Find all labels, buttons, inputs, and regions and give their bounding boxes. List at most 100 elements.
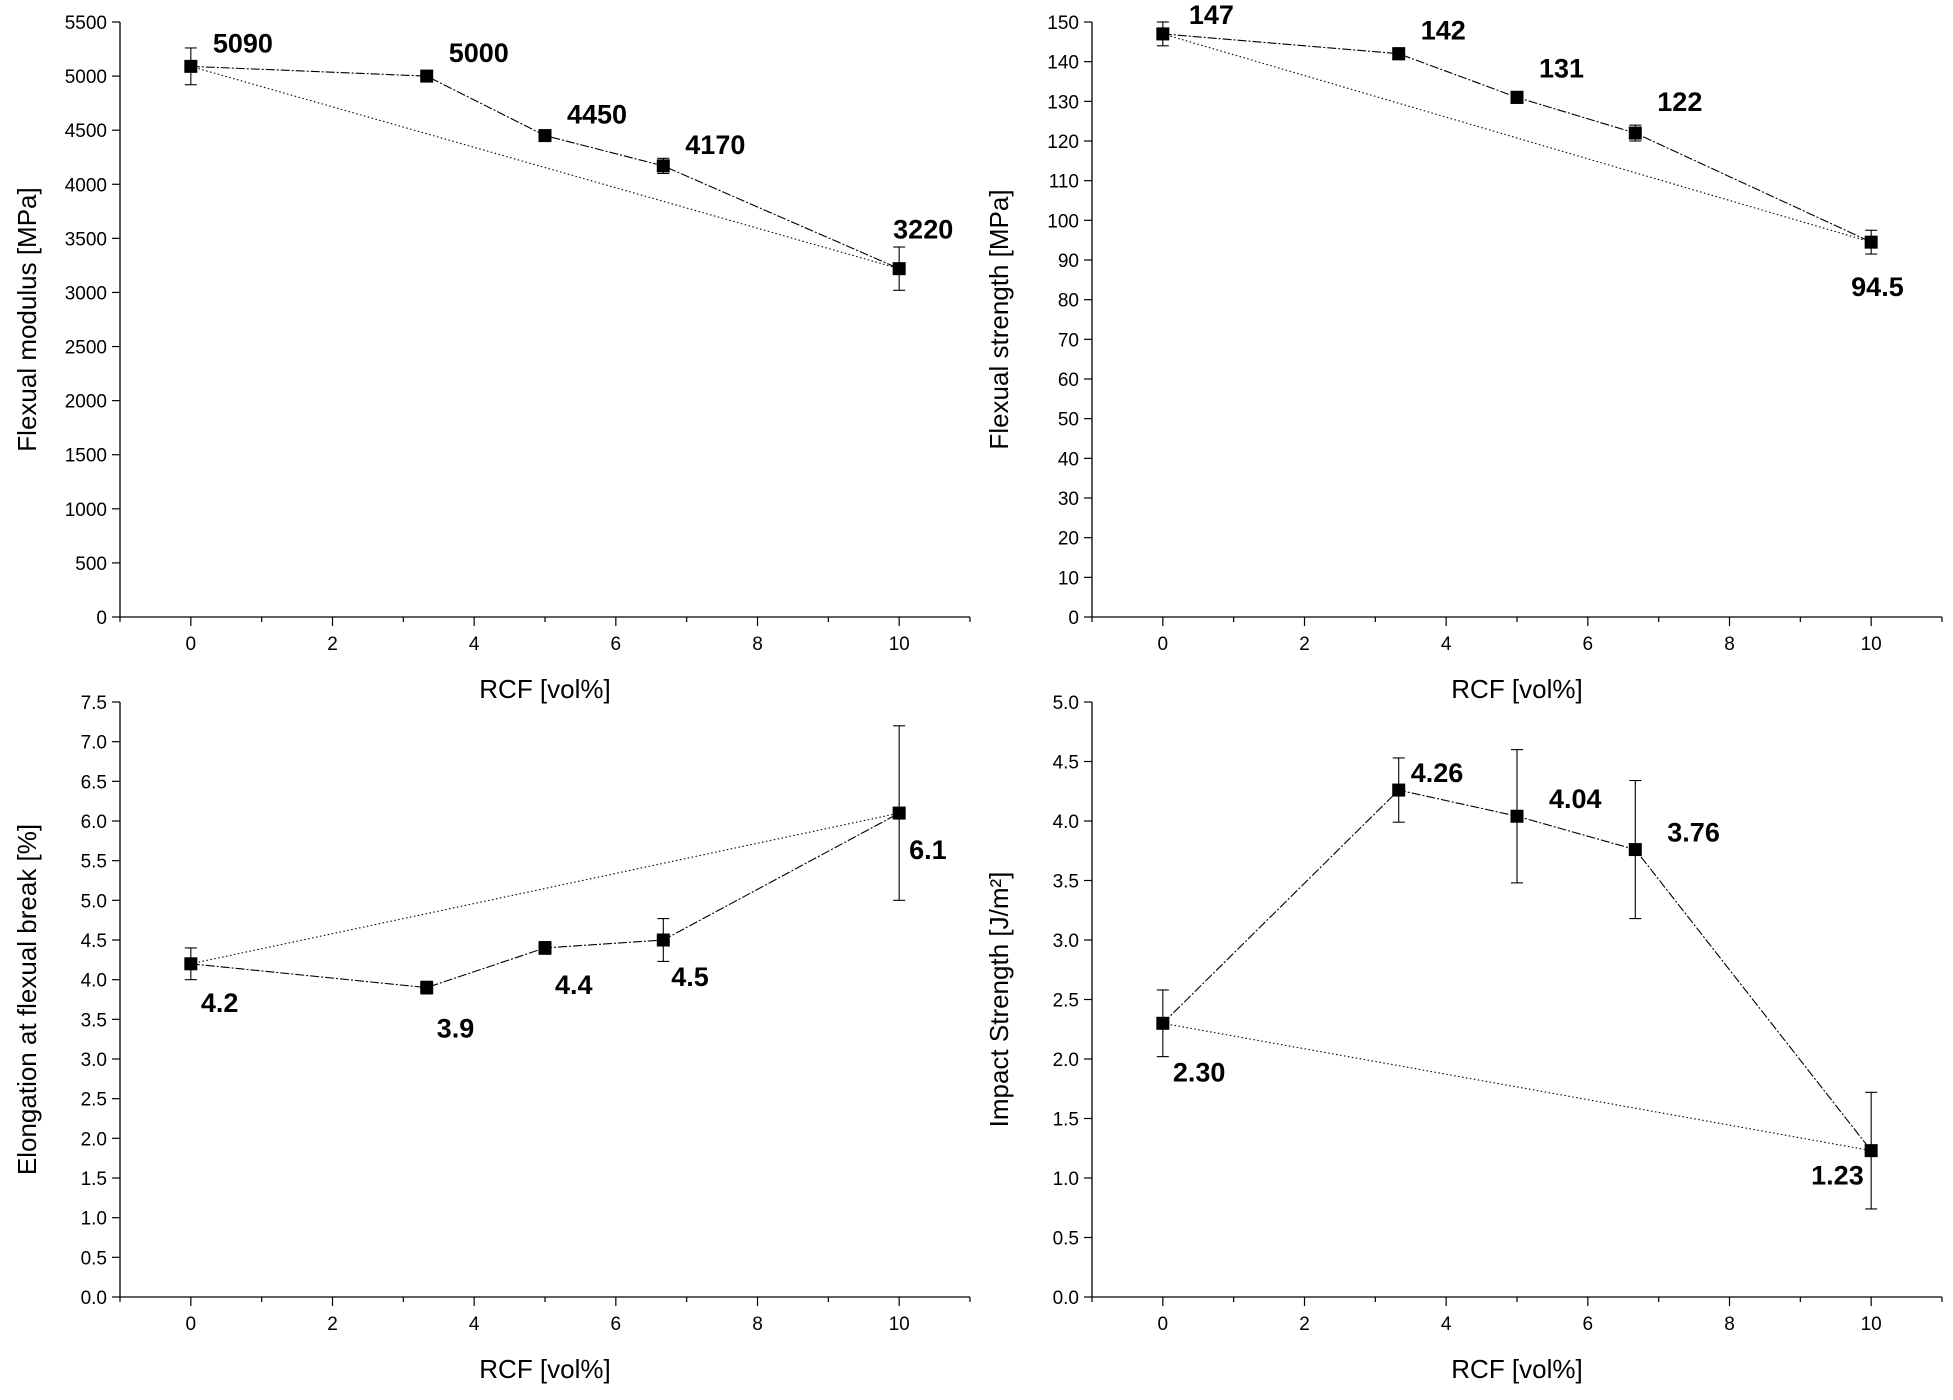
data-point-marker xyxy=(1392,47,1406,61)
y-tick-label: 150 xyxy=(1047,13,1079,34)
x-tick-label: 2 xyxy=(327,634,338,655)
y-tick-label: 140 xyxy=(1047,53,1079,74)
x-tick-label: 10 xyxy=(1861,1314,1882,1335)
y-tick-label: 2.5 xyxy=(81,1090,107,1111)
y-tick-label: 4.0 xyxy=(1053,812,1079,833)
data-label: 3.9 xyxy=(437,1014,475,1044)
x-tick-label: 6 xyxy=(611,634,622,655)
y-tick-label: 1000 xyxy=(65,500,107,521)
y-tick-label: 0.5 xyxy=(1053,1229,1079,1250)
data-label: 4.5 xyxy=(671,962,709,992)
x-tick-label: 8 xyxy=(1724,634,1735,655)
x-tick-label: 6 xyxy=(611,1314,622,1335)
y-tick-label: 1.5 xyxy=(1053,1110,1079,1131)
data-point-marker xyxy=(420,69,434,83)
data-label: 147 xyxy=(1189,0,1234,30)
data-label: 131 xyxy=(1539,53,1584,83)
x-tick-label: 8 xyxy=(752,634,763,655)
y-tick-label: 2.0 xyxy=(81,1129,107,1150)
y-tick-label: 10 xyxy=(1058,568,1079,589)
data-label: 5000 xyxy=(449,38,509,68)
y-tick-label: 3.0 xyxy=(81,1050,107,1071)
x-axis-title: RCF [vol%] xyxy=(1451,674,1582,704)
y-axis-title: Impact Strength [J/m²] xyxy=(984,872,1014,1128)
data-label: 4450 xyxy=(567,100,627,130)
x-tick-label: 4 xyxy=(469,634,480,655)
x-tick-label: 0 xyxy=(186,634,197,655)
y-axis-title: Elongation at flexual break [%] xyxy=(12,824,42,1175)
y-tick-label: 4.5 xyxy=(81,931,107,952)
y-tick-label: 40 xyxy=(1058,449,1079,470)
data-label: 2.30 xyxy=(1173,1057,1226,1087)
data-point-marker xyxy=(1392,783,1406,797)
y-tick-label: 120 xyxy=(1047,132,1079,153)
y-axis-title: Flexual strength [MPa] xyxy=(984,189,1014,449)
y-tick-label: 3.0 xyxy=(1053,931,1079,952)
x-tick-label: 6 xyxy=(1583,1314,1594,1335)
series-line-rule-of-mixtures xyxy=(1162,1022,1872,1152)
y-axis-title: Flexual modulus [MPa] xyxy=(12,187,42,451)
data-label: 1.23 xyxy=(1811,1161,1864,1191)
chart-panel-bottom-left: 0 2 4 6 8 10 0.0 0.5 1.0 1.5 2.0 2.5 3.0 3.5 4.0 4.5 5.0… xyxy=(12,693,971,1384)
y-tick-label: 80 xyxy=(1058,291,1079,312)
data-label: 3220 xyxy=(893,215,953,245)
x-tick-label: 0 xyxy=(186,1314,197,1335)
y-tick-label: 3500 xyxy=(65,229,107,250)
x-tick-label: 10 xyxy=(889,634,910,655)
data-label: 4.4 xyxy=(555,970,593,1000)
data-label: 94.5 xyxy=(1851,272,1904,302)
data-label: 3.76 xyxy=(1667,818,1720,848)
data-point-marker xyxy=(1510,90,1524,104)
data-point-marker xyxy=(1864,1144,1878,1158)
chart-panel-top-left: 0 2 4 6 8 10 0 500 1000 1500 2000 2500 3000 3500 4000 4… xyxy=(12,13,971,704)
y-tick-label: 2500 xyxy=(65,338,107,359)
data-point-marker xyxy=(1628,843,1642,857)
y-tick-label: 0.0 xyxy=(81,1288,107,1309)
y-tick-label: 4500 xyxy=(65,121,107,142)
data-point-marker xyxy=(420,981,434,995)
data-point-marker xyxy=(656,933,670,947)
y-tick-label: 130 xyxy=(1047,92,1079,113)
x-tick-label: 0 xyxy=(1158,634,1169,655)
x-tick-label: 0 xyxy=(1158,1314,1169,1335)
data-point-marker xyxy=(538,129,552,143)
data-label: 4.04 xyxy=(1549,784,1602,814)
data-label: 122 xyxy=(1657,87,1702,117)
data-point-marker xyxy=(1510,809,1524,823)
data-label: 142 xyxy=(1421,16,1466,46)
data-point-marker xyxy=(1864,235,1878,249)
chart-panel-top-right: 0 2 4 6 8 10010203040506070809010011012013014… xyxy=(984,0,1943,704)
y-tick-label: 5.0 xyxy=(1053,693,1079,714)
data-point-marker xyxy=(1628,126,1642,140)
y-tick-label: 6.0 xyxy=(81,812,107,833)
y-tick-label: 70 xyxy=(1058,330,1079,351)
y-tick-label: 1.0 xyxy=(81,1209,107,1230)
y-tick-label: 5000 xyxy=(65,67,107,88)
x-tick-label: 10 xyxy=(889,1314,910,1335)
series-line-rule-of-mixtures xyxy=(190,812,900,965)
data-point-marker xyxy=(538,941,552,955)
series-line-rule-of-mixtures xyxy=(1162,33,1872,243)
x-tick-label: 10 xyxy=(1861,634,1882,655)
y-tick-label: 5500 xyxy=(65,13,107,34)
y-tick-label: 2.0 xyxy=(1053,1050,1079,1071)
y-tick-label: 2000 xyxy=(65,392,107,413)
x-axis-title: RCF [vol%] xyxy=(479,674,610,704)
y-tick-label: 110 xyxy=(1049,172,1079,193)
x-tick-label: 8 xyxy=(752,1314,763,1335)
x-axis-title: RCF [vol%] xyxy=(1451,1354,1582,1384)
y-tick-label: 500 xyxy=(75,554,107,575)
y-tick-label: 6.5 xyxy=(81,772,107,793)
data-label: 4170 xyxy=(685,130,745,160)
y-tick-label: 3.5 xyxy=(81,1010,107,1031)
series-line-measured xyxy=(190,812,900,989)
data-label: 4.2 xyxy=(201,988,239,1018)
y-tick-label: 5.5 xyxy=(81,852,107,873)
x-tick-label: 4 xyxy=(1441,1314,1452,1335)
y-tick-label: 5.0 xyxy=(81,891,107,912)
x-tick-label: 2 xyxy=(1299,1314,1310,1335)
y-tick-label: 4.0 xyxy=(81,971,107,992)
y-tick-label: 3.5 xyxy=(1053,872,1079,893)
y-tick-label: 30 xyxy=(1058,489,1079,510)
y-tick-label: 1500 xyxy=(65,446,107,467)
